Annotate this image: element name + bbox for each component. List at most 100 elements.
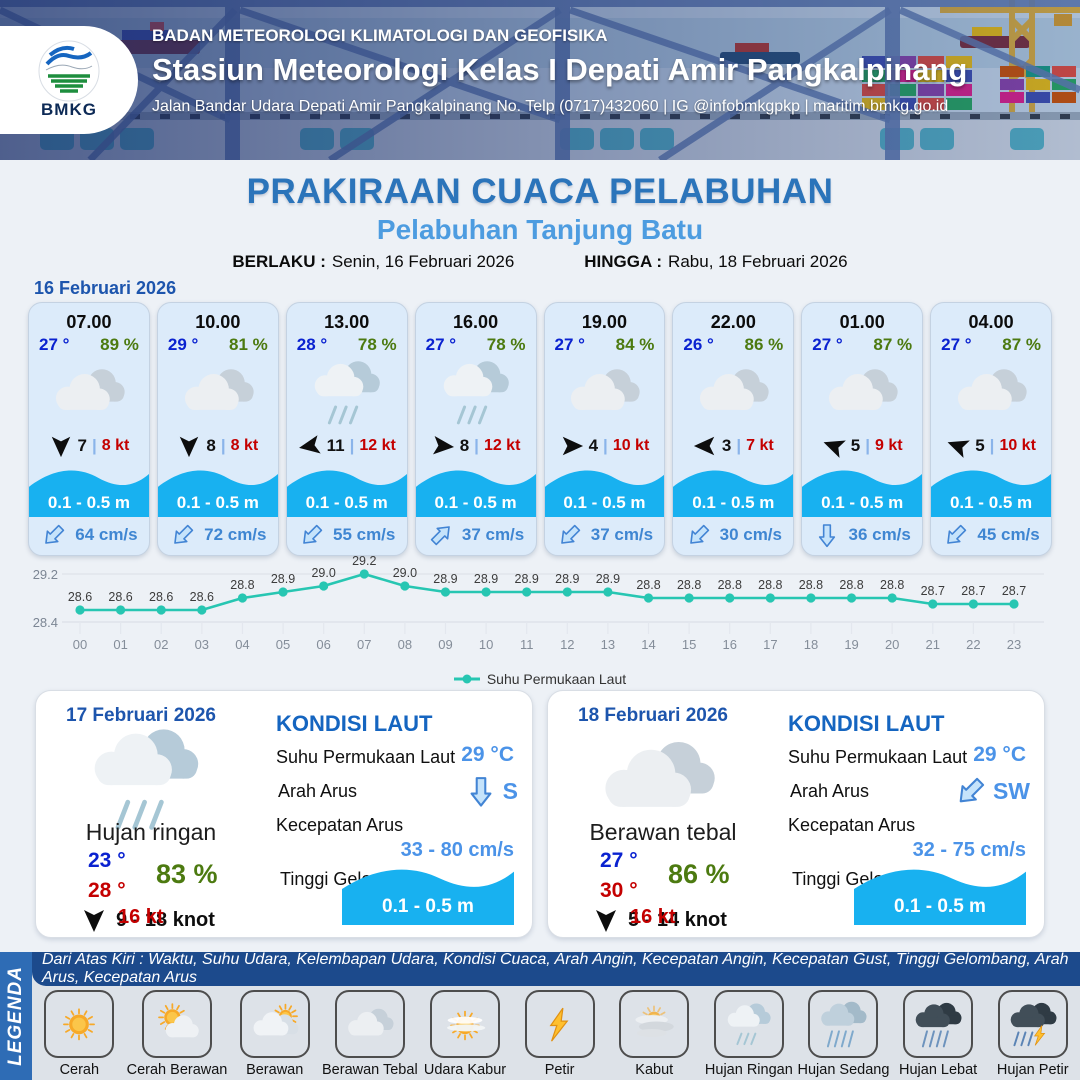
card-wind-row: 4 | 10 kt [545, 431, 665, 461]
validity-row: BERLAKU : Senin, 16 Februari 2026 HINGGA … [0, 252, 1080, 272]
sea-heading: KONDISI LAUT [788, 711, 945, 736]
legend-icon-box [619, 990, 690, 1058]
legend-sidebar: LEGENDA [0, 952, 32, 1080]
legend-icon-box [239, 990, 310, 1058]
svg-text:28.9: 28.9 [596, 572, 620, 586]
wave-height-badge: 0.1 - 0.5 m [854, 863, 1026, 925]
legend-item-label: Cerah Berawan [126, 1062, 228, 1078]
wind-direction-icon [947, 440, 971, 458]
card-time: 07.00 [66, 312, 112, 332]
daily-forecast-panel: 17 Februari 2026 Hujan ringan 23 ° 28 ° … [35, 690, 533, 938]
wave-icon [286, 470, 407, 517]
panel-date: 18 Februari 2026 [578, 705, 728, 726]
current-direction-icon [45, 524, 65, 544]
svg-text:28.8: 28.8 [718, 578, 742, 592]
card-current-row: 37 cm/s [545, 517, 665, 553]
card-wind-speed: 7 [77, 436, 87, 455]
legend-item-label: Hujan Petir [996, 1062, 1069, 1078]
card-current-speed: 36 cm/s [848, 525, 911, 544]
svg-text:28.7: 28.7 [1002, 584, 1026, 598]
legend-items: Cerah Cerah Berawan Berawan Berawan Teba… [32, 988, 1080, 1080]
card-gust-speed: 8 kt [230, 437, 259, 454]
panel-temp-min: 27 ° [600, 849, 638, 872]
panel-wind-row: 9 - 18 knot [81, 907, 215, 933]
card-temperature: 27 ° [554, 335, 585, 354]
panel-temp-max: 28 ° [88, 879, 126, 902]
svg-text:28.8: 28.8 [230, 578, 254, 592]
card-temperature: 27 ° [812, 335, 843, 354]
kabut-icon [635, 1005, 674, 1037]
current-speed-label: Kecepatan Arus [788, 815, 916, 835]
card-weather-icon [158, 355, 278, 431]
panel-wind-row: 5 - 14 knot [593, 907, 727, 933]
current-speed-value: 33 - 80 cm/s [400, 839, 514, 861]
card-wave-band: 0.1 - 0.5 m [544, 465, 665, 517]
forecast-card: 01.00 27 ° 87 % 5 | 9 kt 0.1 - 0.5 m 36 … [801, 302, 924, 556]
berawan-tebal-icon [605, 741, 715, 807]
berlaku-value: Senin, 16 Februari 2026 [331, 252, 515, 271]
chart-legend-label: Suhu Permukaan Laut [486, 671, 627, 687]
svg-text:28.7: 28.7 [961, 584, 985, 598]
legend-section: LEGENDA Dari Atas Kiri : Waktu, Suhu Uda… [0, 951, 1080, 1080]
wind-gust-divider: | [865, 436, 871, 455]
svg-text:08: 08 [398, 637, 412, 652]
legend-item-label: Hujan Lebat [899, 1062, 978, 1078]
wave-icon [415, 470, 536, 517]
legend-icon-box [713, 990, 784, 1058]
forecast-date: 16 Februari 2026 [34, 278, 177, 298]
forecast-card: 13.00 28 ° 78 % 11 | 12 kt 0.1 - 0.5 m 5… [285, 302, 408, 556]
sst-chart: 29.2 28.4 28.6 28.6 28.6 28.6 28.8 28.9 29.0 29.2… [28, 554, 1052, 669]
wind-gust-divider: | [603, 436, 608, 455]
card-weather-icon [802, 355, 922, 431]
berawan-tebal-icon [700, 369, 769, 410]
forecast-card: 10.00 29 ° 81 % 8 | 8 kt 0.1 - 0.5 m 72 … [156, 302, 279, 556]
wave-height-badge: 0.1 - 0.5 m [342, 863, 514, 925]
cerah-icon [63, 1008, 96, 1040]
svg-text:21: 21 [926, 637, 940, 652]
current-direction-value: SW [953, 773, 1030, 809]
card-temperature: 29 ° [167, 335, 199, 354]
svg-text:29.2: 29.2 [33, 567, 58, 582]
current-direction-icon [174, 524, 194, 544]
svg-text:05: 05 [276, 637, 290, 652]
card-wave-band: 0.1 - 0.5 m [29, 465, 149, 517]
svg-text:11: 11 [520, 637, 534, 652]
legend-icon-box [524, 990, 595, 1058]
legend-item: Cerah Berawan [126, 988, 228, 1080]
legend-item: Berawan Tebal [322, 988, 418, 1080]
svg-text:20: 20 [885, 637, 899, 652]
legend-item-label: Berawan Tebal [322, 1062, 418, 1078]
legend-item: Cerah [32, 988, 127, 1080]
station-name: Stasiun Meteorologi Kelas I Depati Amir … [152, 52, 968, 87]
svg-text:09: 09 [438, 637, 452, 652]
card-humidity: 89 % [100, 335, 139, 354]
berawan-tebal-icon [957, 369, 1027, 410]
card-temperature: 28 ° [296, 335, 328, 354]
udara-kabur-icon [447, 1010, 486, 1040]
card-wave-band: 0.1 - 0.5 m [673, 465, 794, 517]
hingga-value: Rabu, 18 Februari 2026 [668, 252, 848, 271]
wind-gust-divider: | [989, 436, 995, 455]
legend-item-label: Kabut [635, 1062, 674, 1078]
card-wind-speed: 5 [975, 436, 985, 455]
current-speed-label: Kecepatan Arus [276, 815, 404, 835]
legend-icon-box [903, 990, 974, 1058]
legend-item-label: Hujan Sedang [797, 1062, 890, 1078]
current-direction-icon [303, 524, 323, 544]
berawan-tebal-icon [184, 369, 254, 410]
card-humidity: 87 % [1002, 335, 1041, 354]
panel-temp-max: 30 ° [600, 879, 638, 902]
card-time: 19.00 [581, 312, 627, 332]
svg-text:28.8: 28.8 [677, 578, 701, 592]
card-current-speed: 55 cm/s [332, 525, 396, 544]
bmkg-logo: BMKG [0, 26, 138, 134]
svg-text:28.9: 28.9 [555, 572, 579, 586]
card-wave-height: 0.1 - 0.5 m [949, 493, 1033, 512]
card-temperature: 27 ° [941, 335, 972, 354]
panel-weather-icon [588, 721, 728, 844]
svg-text:15: 15 [682, 637, 696, 652]
svg-text:28.6: 28.6 [190, 590, 214, 604]
svg-text:04: 04 [235, 637, 249, 652]
legend-icon-box [997, 990, 1068, 1058]
legend-icon-box [142, 990, 212, 1058]
